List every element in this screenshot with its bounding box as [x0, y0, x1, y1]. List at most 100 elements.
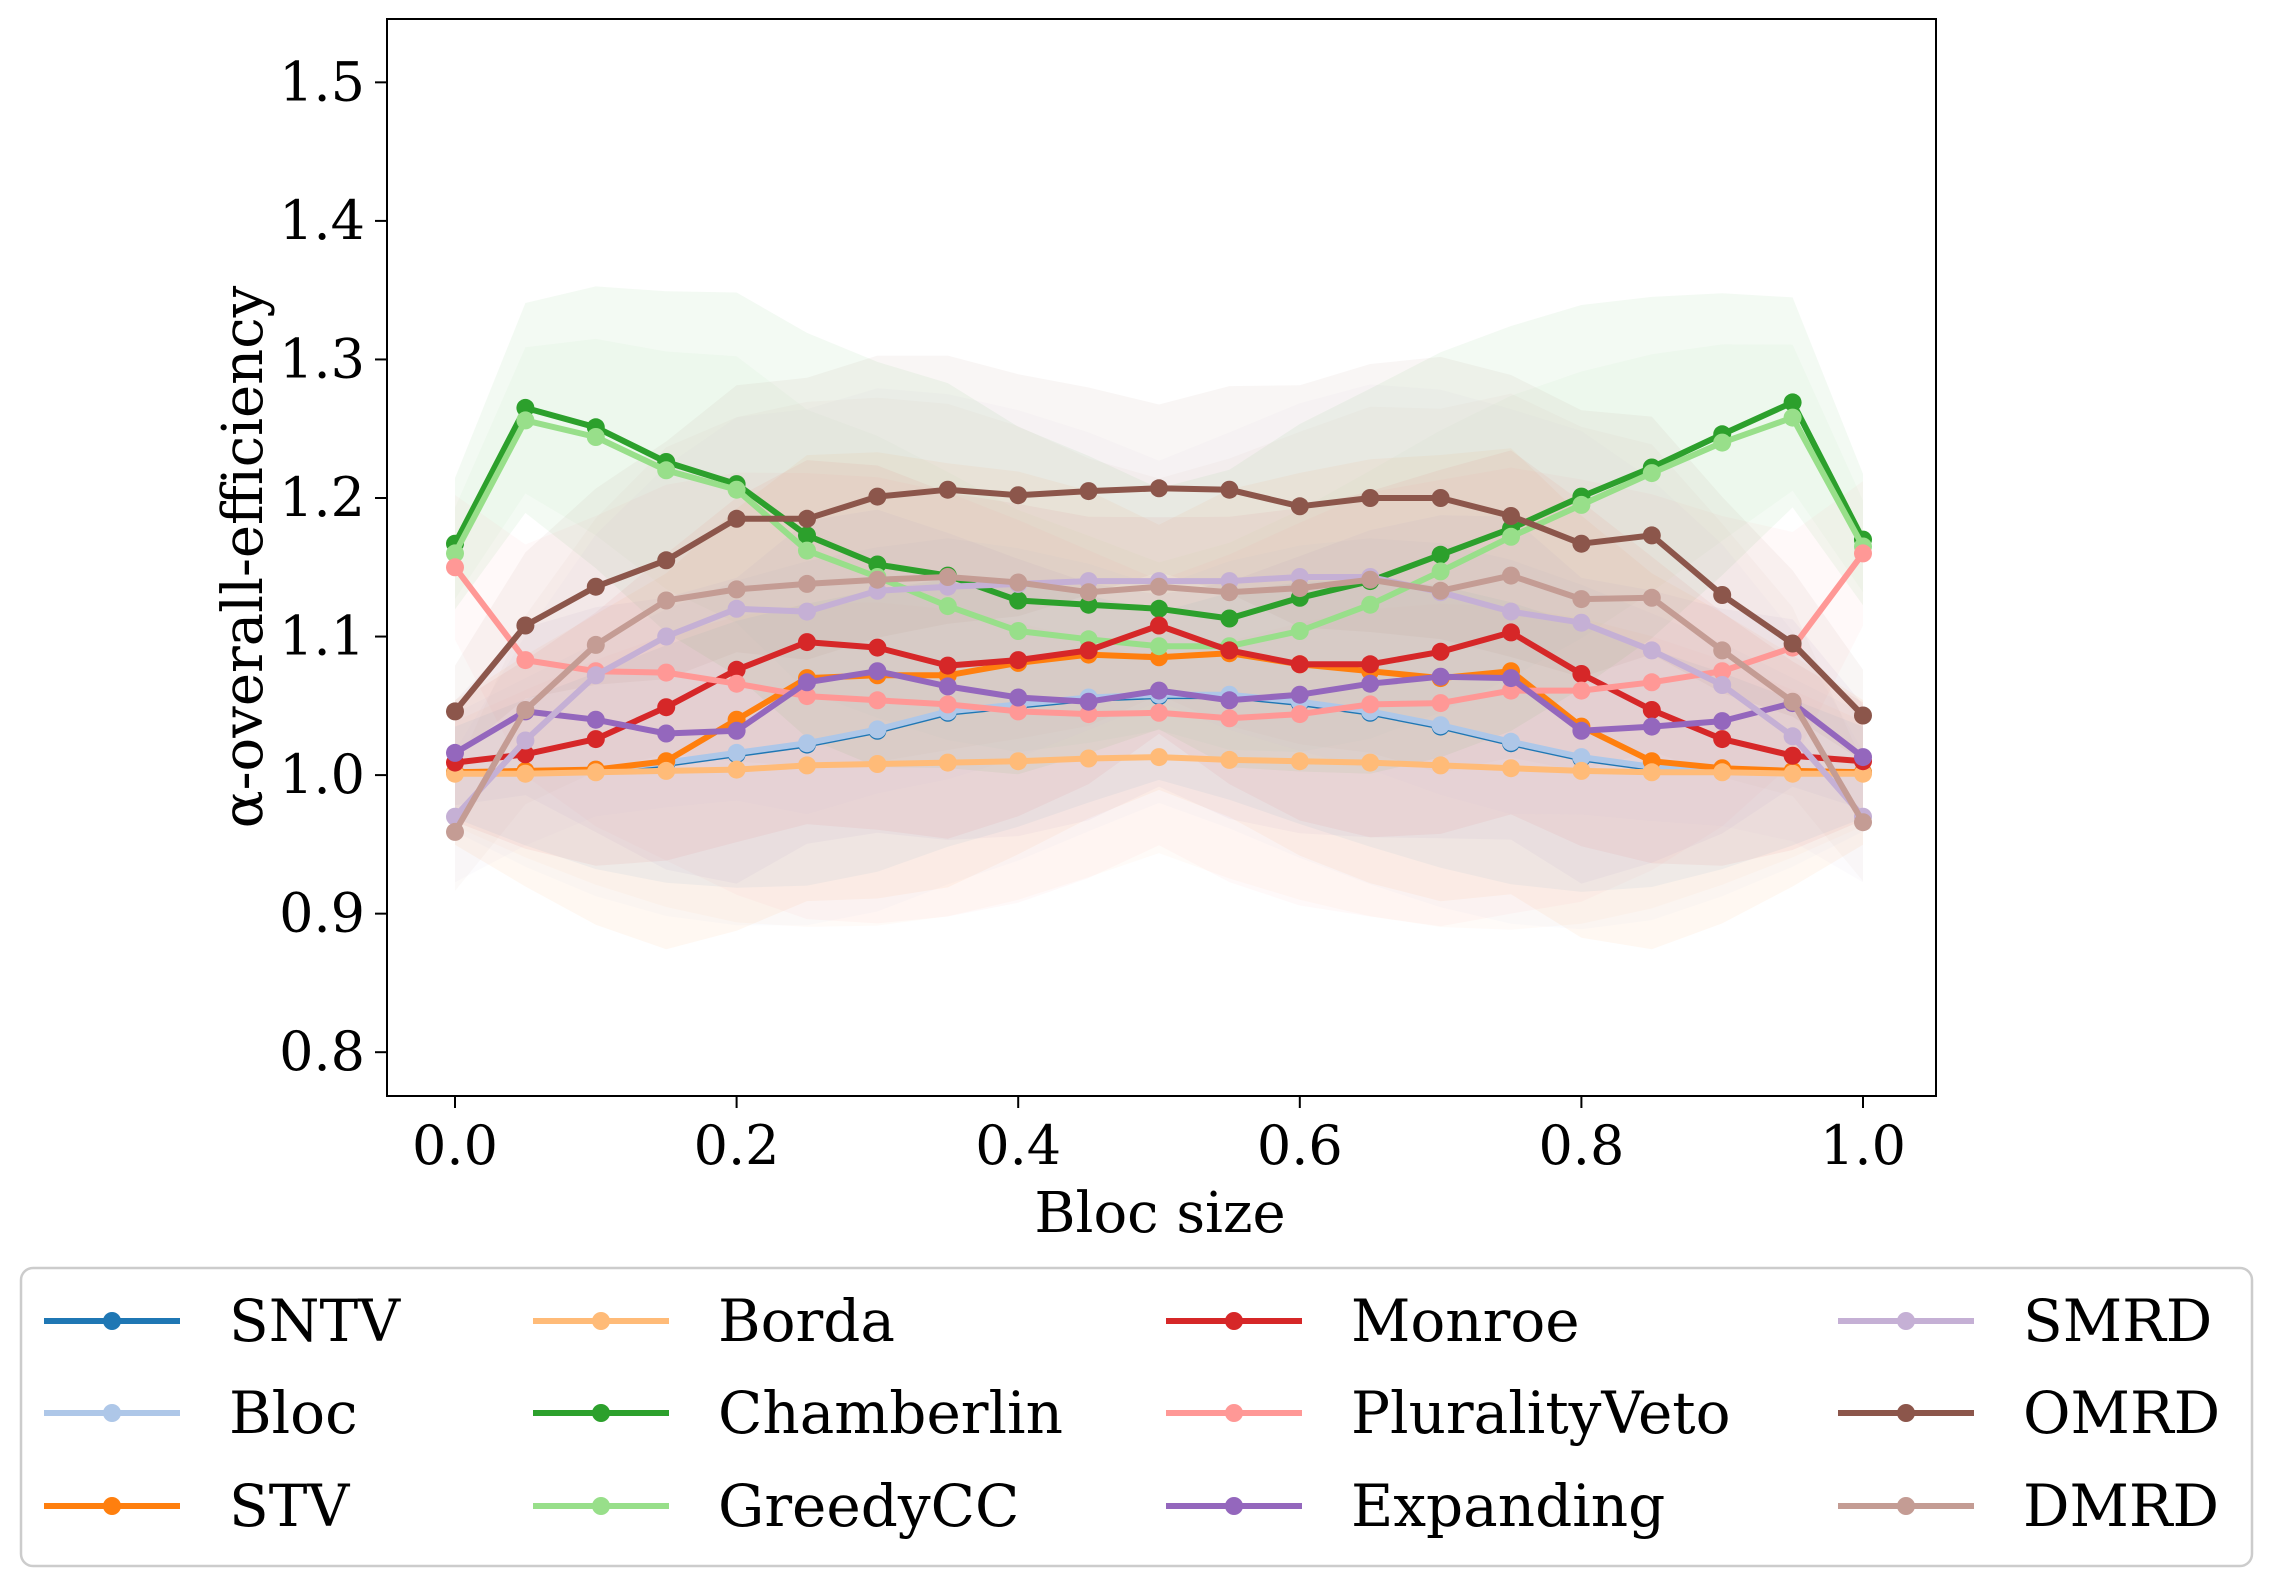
data-point	[868, 720, 887, 739]
data-point	[1150, 681, 1168, 700]
legend-frame	[19, 1266, 2254, 1568]
data-point	[657, 461, 676, 480]
data-point	[798, 687, 816, 706]
data-point	[798, 541, 816, 560]
data-point	[516, 731, 535, 750]
data-point	[868, 691, 887, 710]
data-point	[798, 633, 816, 652]
data-point	[868, 755, 887, 773]
data-point	[657, 591, 676, 610]
data-point	[1783, 727, 1802, 746]
x-tick-label: 0.0	[412, 1114, 498, 1177]
data-point	[1502, 623, 1520, 642]
y-tick-label: 1.2	[279, 466, 365, 529]
legend-label: GreedyCC	[718, 1472, 1019, 1540]
data-point	[1361, 570, 1380, 589]
data-point	[1009, 486, 1028, 505]
y-tick-label: 0.8	[279, 1020, 365, 1083]
data-point	[1361, 489, 1380, 507]
data-point	[1079, 641, 1098, 660]
data-point	[1854, 813, 1872, 832]
data-point	[657, 698, 676, 717]
data-point	[1431, 545, 1450, 564]
legend-label: Chamberlin	[718, 1379, 1063, 1447]
data-point	[727, 509, 746, 528]
legend-label: Monroe	[1351, 1287, 1580, 1355]
legend-label: SNTV	[229, 1287, 401, 1355]
data-point	[516, 764, 535, 783]
data-point	[1009, 702, 1028, 721]
data-point	[1642, 588, 1661, 607]
data-point	[1220, 609, 1239, 628]
data-point	[1361, 674, 1380, 693]
data-point	[1431, 716, 1450, 735]
data-point	[1502, 507, 1520, 525]
data-point	[1009, 573, 1028, 592]
data-point	[1290, 752, 1309, 771]
data-point	[657, 761, 676, 780]
data-point	[1642, 641, 1661, 660]
series-dmrd	[446, 566, 1872, 841]
data-point	[1502, 602, 1520, 621]
data-point	[1642, 717, 1661, 736]
legend-label: Borda	[718, 1287, 895, 1355]
data-point	[1713, 433, 1732, 452]
data-point	[1572, 721, 1591, 740]
data-point	[1079, 692, 1098, 711]
x-axis-label: Bloc size	[1034, 1181, 1285, 1246]
data-point	[1713, 676, 1732, 694]
legend-item-smrd: SMRD	[1838, 1287, 2212, 1355]
data-point	[1220, 480, 1239, 499]
data-point	[1220, 750, 1239, 769]
series-borda	[446, 748, 1872, 783]
data-point	[1009, 752, 1028, 771]
data-point	[727, 743, 746, 762]
data-point	[1713, 712, 1732, 731]
data-point	[1572, 613, 1591, 632]
data-point	[1361, 753, 1380, 772]
data-point	[1220, 691, 1239, 710]
legend-swatch-marker	[592, 1497, 610, 1515]
data-point	[1642, 701, 1661, 719]
data-point	[516, 616, 535, 635]
data-point	[586, 730, 605, 749]
data-point	[1502, 732, 1520, 751]
data-point	[1150, 616, 1168, 635]
data-point	[1431, 667, 1450, 686]
data-point	[1572, 761, 1591, 780]
legend-swatch-marker	[1225, 1497, 1243, 1515]
legend-swatch-marker	[103, 1497, 121, 1515]
data-point	[1220, 709, 1239, 728]
data-point	[586, 428, 605, 446]
y-tick-label: 1.0	[279, 743, 365, 806]
legend-swatch-marker	[1897, 1312, 1915, 1330]
data-point	[1079, 749, 1098, 768]
data-point	[1783, 692, 1802, 711]
legend-label: Bloc	[229, 1379, 358, 1447]
data-point	[1361, 695, 1380, 714]
data-point	[1713, 586, 1732, 604]
data-point	[868, 555, 887, 574]
legend-item-borda: Borda	[533, 1287, 895, 1355]
data-point	[1150, 577, 1168, 596]
data-point	[1150, 637, 1168, 656]
y-tick-label: 0.9	[279, 882, 365, 945]
data-point	[1009, 688, 1028, 707]
legend-swatch-marker	[592, 1312, 610, 1330]
data-point	[1502, 527, 1520, 546]
legend-label: DMRD	[2023, 1472, 2219, 1540]
data-point	[1502, 669, 1520, 688]
data-point	[1572, 590, 1591, 609]
legend-items: SNTV Bloc STV Borda Chamberlin GreedyCC Monroe…	[44, 1287, 2220, 1540]
data-point	[586, 710, 605, 729]
legend-item-stv: STV	[44, 1472, 350, 1540]
data-point	[938, 597, 957, 616]
data-series	[446, 393, 1872, 841]
data-point	[868, 638, 887, 657]
data-point	[938, 656, 957, 675]
legend-item-greedycc: GreedyCC	[533, 1472, 1019, 1540]
legend-swatch-marker	[592, 1404, 610, 1422]
data-point	[1079, 482, 1098, 501]
data-point	[1009, 622, 1028, 640]
